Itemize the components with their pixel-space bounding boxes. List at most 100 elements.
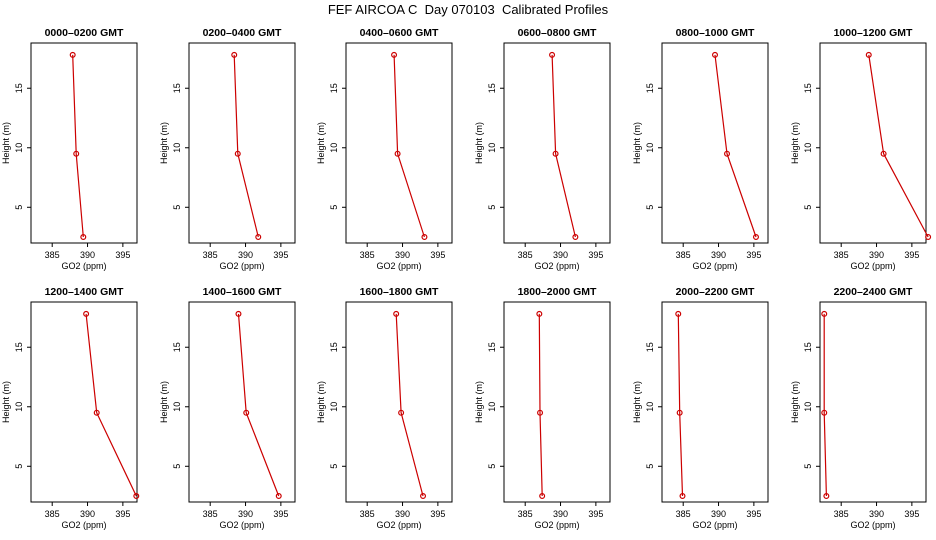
panel-3-x-axis-label: GO2 (ppm)	[376, 261, 421, 271]
panel-8-y-axis-label: Height (m)	[159, 381, 169, 423]
panel-4-profile-line	[551, 54, 576, 238]
panel-6-x-axis-label: GO2 (ppm)	[850, 261, 895, 271]
panel-11-x-tick-label: 385	[676, 509, 691, 519]
panel-9-x-axis-label: GO2 (ppm)	[376, 520, 421, 530]
panel-10-frame	[503, 301, 611, 503]
panel-7-x-tick-label: 390	[80, 509, 95, 519]
panel-6-profile-line	[868, 54, 929, 238]
panel-4-title: 0600–0800 GMT	[518, 27, 597, 39]
panel-1-x-tick-label: 390	[80, 250, 95, 260]
panel-7-x-axis-label: GO2 (ppm)	[61, 520, 106, 530]
panel-11-y-tick-label: 15	[645, 342, 655, 352]
panel-5-y-tick-label: 10	[645, 143, 655, 153]
panel-1-x-axis-label: GO2 (ppm)	[61, 261, 106, 271]
panel-9-x-tick-label: 385	[360, 509, 375, 519]
panel-3-y-tick-label: 5	[329, 205, 339, 210]
panel-10-y-tick-label: 10	[487, 402, 497, 412]
panel-5-profile-line	[714, 54, 757, 238]
panel-5-y-tick-label: 15	[645, 83, 655, 93]
panel-8-x-axis-label: GO2 (ppm)	[219, 520, 264, 530]
panel-1-frame	[30, 42, 138, 244]
panel-6-y-tick-label: 5	[803, 205, 813, 210]
panel-5-frame	[661, 42, 769, 244]
panel-7-y-tick-label: 5	[14, 464, 24, 469]
panel-8-profile-line	[237, 313, 280, 497]
panel-9-y-axis-label: Height (m)	[316, 381, 326, 423]
panel-2-x-axis-label: GO2 (ppm)	[219, 261, 264, 271]
panel-2-y-tick-label: 10	[172, 143, 182, 153]
panel-4-data-point	[572, 234, 579, 241]
panel-5-data-point	[711, 51, 718, 58]
panel-1-y-tick-label: 10	[14, 143, 24, 153]
panel-3-y-tick-label: 15	[329, 83, 339, 93]
panel-5-x-tick-label: 395	[746, 250, 761, 260]
panel-11-data-point	[679, 493, 686, 500]
panel-6-y-axis-label: Height (m)	[790, 122, 800, 164]
panel-2-data-point	[234, 150, 241, 157]
panel-11-x-tick-label: 395	[746, 509, 761, 519]
panel-1-data-point	[69, 51, 76, 58]
panel-1-x-tick-label: 395	[115, 250, 130, 260]
panel-5-data-point	[724, 150, 731, 157]
panel-2-x-tick-label: 395	[273, 250, 288, 260]
panel-6-x-tick-label: 385	[834, 250, 849, 260]
panel-2-x-tick-label: 390	[238, 250, 253, 260]
panel-3-y-axis-label: Height (m)	[316, 122, 326, 164]
panel-11-data-point	[675, 310, 682, 317]
panel-4-data-point	[549, 51, 556, 58]
panel-12-x-axis-label: GO2 (ppm)	[850, 520, 895, 530]
panel-11-data-point	[676, 409, 683, 416]
panel-1-y-axis-label: Height (m)	[1, 122, 11, 164]
panel-2-frame	[188, 42, 296, 244]
panel-3-x-tick-label: 385	[360, 250, 375, 260]
panel-10-x-tick-label: 395	[588, 509, 603, 519]
panel-1-title: 0000–0200 GMT	[45, 27, 124, 39]
panel-10-x-tick-label: 390	[553, 509, 568, 519]
panel-1-data-point	[80, 234, 87, 241]
panel-7-y-tick-label: 10	[14, 402, 24, 412]
panel-3-x-tick-label: 390	[395, 250, 410, 260]
panel-6-x-tick-label: 390	[869, 250, 884, 260]
panel-12-profile-line	[823, 313, 827, 497]
panel-7-title: 1200–1400 GMT	[45, 286, 124, 298]
panel-7-profile-line	[85, 313, 137, 497]
panel-11-y-tick-label: 5	[645, 464, 655, 469]
panel-9-y-tick-label: 15	[329, 342, 339, 352]
panel-2-x-tick-label: 385	[203, 250, 218, 260]
panel-11-title: 2000–2200 GMT	[676, 286, 755, 298]
panel-4-y-tick-label: 5	[487, 205, 497, 210]
panel-8-title: 1400–1600 GMT	[203, 286, 282, 298]
panel-4-y-tick-label: 10	[487, 143, 497, 153]
panel-12-data-point	[823, 493, 830, 500]
panel-9-x-tick-label: 390	[395, 509, 410, 519]
panel-5-y-tick-label: 5	[645, 205, 655, 210]
panel-2-y-axis-label: Height (m)	[159, 122, 169, 164]
panel-5-y-axis-label: Height (m)	[632, 122, 642, 164]
panel-5-x-axis-label: GO2 (ppm)	[692, 261, 737, 271]
panel-3-data-point	[391, 51, 398, 58]
panel-4-y-tick-label: 15	[487, 83, 497, 93]
panel-8-y-tick-label: 5	[172, 464, 182, 469]
panel-4-x-axis-label: GO2 (ppm)	[534, 261, 579, 271]
panel-7-x-tick-label: 385	[45, 509, 60, 519]
panel-1-y-tick-label: 15	[14, 83, 24, 93]
panel-3-x-tick-label: 395	[430, 250, 445, 260]
panel-6-data-point	[880, 150, 887, 157]
panel-2-profile-line	[233, 54, 259, 238]
panel-9-title: 1600–1800 GMT	[360, 286, 439, 298]
panel-9-frame	[345, 301, 453, 503]
panel-9-data-point	[398, 409, 405, 416]
panel-8-data-point	[235, 310, 242, 317]
panel-10-y-axis-label: Height (m)	[474, 381, 484, 423]
panel-3-data-point	[394, 150, 401, 157]
panel-9-y-tick-label: 10	[329, 402, 339, 412]
panel-12-y-axis-label: Height (m)	[790, 381, 800, 423]
panel-11-x-axis-label: GO2 (ppm)	[692, 520, 737, 530]
panel-11-y-tick-label: 10	[645, 402, 655, 412]
panel-10-y-tick-label: 15	[487, 342, 497, 352]
panel-7-frame	[30, 301, 138, 503]
panel-10-data-point	[537, 409, 544, 416]
panel-10-y-tick-label: 5	[487, 464, 497, 469]
panel-12-x-tick-label: 385	[834, 509, 849, 519]
